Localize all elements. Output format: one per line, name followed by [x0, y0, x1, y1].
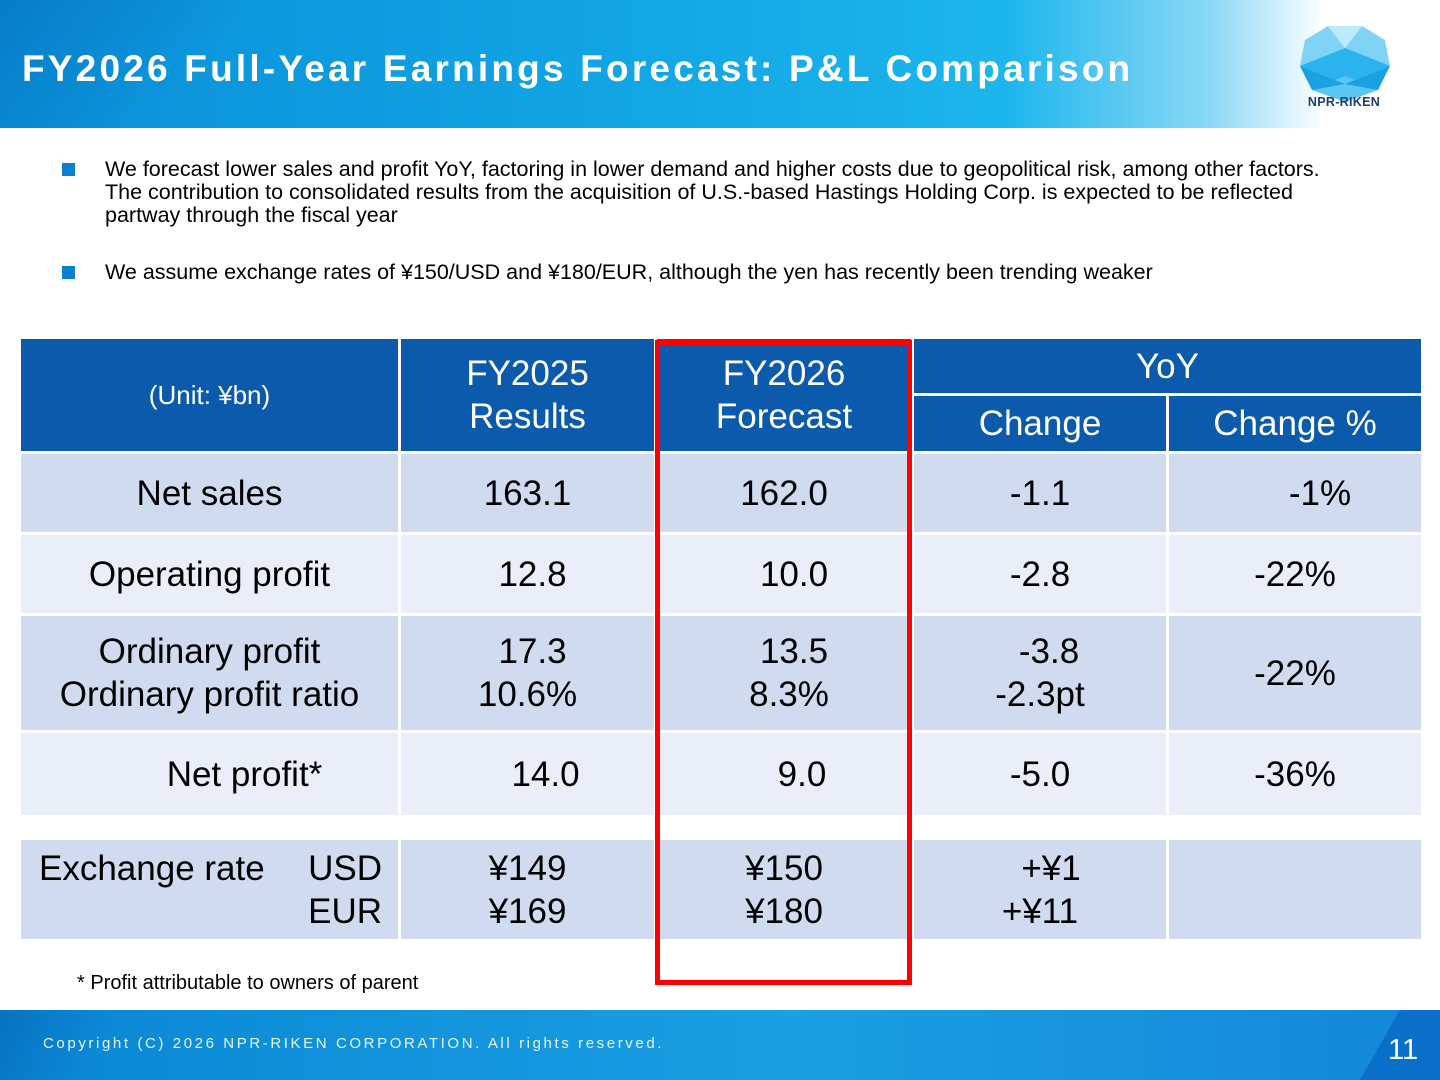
ordinary-profit-fy2025: 17.3 10.6% [401, 616, 654, 730]
exchange-rate-line1: Exchange rate USD [21, 847, 398, 890]
change-pct-header: Change % [1213, 404, 1377, 443]
fx-change-pct-empty [1169, 840, 1421, 939]
fy2026-header-cell: FY2026 Forecast [657, 339, 911, 451]
company-logo-icon [1300, 26, 1390, 102]
header-shade [0, 0, 240, 128]
square-bullet-icon [62, 266, 75, 279]
bullet-item: We forecast lower sales and profit YoY, … [60, 158, 1330, 227]
exchange-rate-label: Exchange rate [39, 848, 265, 888]
operating-profit-fy2025: 12.8 [401, 535, 654, 613]
ordinary-profit-fy2026-value: 13.5 [759, 632, 829, 671]
copyright-text: Copyright (C) 2026 NPR-RIKEN CORPORATION… [43, 1035, 665, 1052]
fx-fy2025-usd: ¥149 [488, 848, 567, 888]
forecast-highlight-frame [655, 340, 912, 985]
logo-text: NPR-RIKEN [1307, 95, 1381, 109]
change-header-cell: Change [914, 396, 1166, 451]
usd-label: USD [308, 848, 382, 888]
ordinary-profit-ratio-change-value: -2.3pt [995, 675, 1085, 714]
net-sales-fy2026: 162.0 [657, 454, 911, 532]
footer-wedge-right-block [1400, 1010, 1440, 1080]
net-profit-change-pct: -36% [1169, 733, 1421, 815]
row-label-net-sales: Net sales [21, 454, 398, 532]
operating-profit-change: -2.8 [914, 535, 1166, 613]
unit-header-cell: (Unit: ¥bn) [21, 339, 398, 451]
unit-label: (Unit: ¥bn) [148, 379, 271, 410]
net-sales-change: -1.1 [914, 454, 1166, 532]
ordinary-profit-ratio-fy2025-value: 10.6% [477, 675, 578, 714]
operating-profit-fy2026: 10.0 [657, 535, 911, 613]
yoy-header: YoY [1136, 346, 1199, 386]
ordinary-profit-change-value: -3.8 [1018, 632, 1080, 671]
slide-header: FY2026 Full-Year Earnings Forecast: P&L … [0, 0, 1440, 128]
bullet-item: We assume exchange rates of ¥150/USD and… [60, 261, 1330, 284]
row-label-ordinary-profit: Ordinary profit Ordinary profit ratio [21, 616, 398, 730]
eur-label: EUR [308, 891, 382, 931]
ordinary-profit-ratio-fy2026-value: 8.3% [749, 675, 829, 714]
exchange-rate-line2: EUR [21, 890, 398, 933]
footer-wedge-right [1360, 1010, 1400, 1080]
ordinary-profit-change-pct: -22% [1169, 616, 1421, 730]
net-profit-change: -5.0 [914, 733, 1166, 815]
ordinary-profit-label: Ordinary profit [98, 632, 321, 671]
footer-wedge-left [0, 1010, 150, 1080]
fx-fy2026: ¥150 ¥180 [657, 840, 911, 939]
bullet-text: We forecast lower sales and profit YoY, … [105, 157, 1320, 227]
net-profit-fy2025: 14.0 [401, 733, 654, 815]
net-profit-fy2026: 9.0 [657, 733, 911, 815]
fx-fy2025: ¥149 ¥169 [401, 840, 654, 939]
row-label-operating-profit: Operating profit [21, 535, 398, 613]
fy2025-header-cell: FY2025 Results [401, 339, 654, 451]
change-pct-header-cell: Change % [1169, 396, 1421, 451]
net-sales-change-pct: -1% [1169, 454, 1421, 532]
ordinary-profit-ratio-label: Ordinary profit ratio [59, 675, 360, 714]
ordinary-profit-fy2025-value: 17.3 [498, 632, 567, 671]
slide-title: FY2026 Full-Year Earnings Forecast: P&L … [22, 48, 1134, 89]
yoy-header-cell: YoY [914, 339, 1421, 393]
square-bullet-icon [62, 163, 75, 176]
row-label-net-profit: Net profit* [21, 733, 398, 815]
net-sales-fy2025: 163.1 [401, 454, 654, 532]
fy2026-header-line2: Forecast [715, 397, 853, 436]
fx-fy2025-eur: ¥169 [488, 891, 567, 931]
fy2025-header-line1: FY2025 [466, 354, 589, 393]
fx-fy2026-usd: ¥150 [745, 848, 823, 888]
bullet-text: We assume exchange rates of ¥150/USD and… [105, 260, 1153, 284]
fx-change-usd: +¥1 [1021, 848, 1081, 888]
fx-change: +¥1 +¥11 [914, 840, 1166, 939]
fx-fy2026-eur: ¥180 [745, 891, 823, 931]
change-header: Change [978, 404, 1102, 443]
fy2026-header-line1: FY2026 [722, 354, 846, 393]
pl-comparison-table: (Unit: ¥bn) FY2025 Results FY2026 Foreca… [21, 339, 1421, 939]
operating-profit-change-pct: -22% [1169, 535, 1421, 613]
fx-change-eur: +¥11 [1001, 891, 1079, 931]
ordinary-profit-change: -3.8 -2.3pt [914, 616, 1166, 730]
fy2025-header-line2: Results [469, 397, 586, 436]
row-label-exchange-rate: Exchange rate USD EUR [21, 840, 398, 939]
slide-footer: Copyright (C) 2026 NPR-RIKEN CORPORATION… [0, 1010, 1440, 1080]
ordinary-profit-fy2026: 13.5 8.3% [657, 616, 911, 730]
bullet-list: We forecast lower sales and profit YoY, … [60, 158, 1330, 284]
footnote: * Profit attributable to owners of paren… [77, 972, 419, 994]
page-number: 11 [1388, 1034, 1419, 1066]
